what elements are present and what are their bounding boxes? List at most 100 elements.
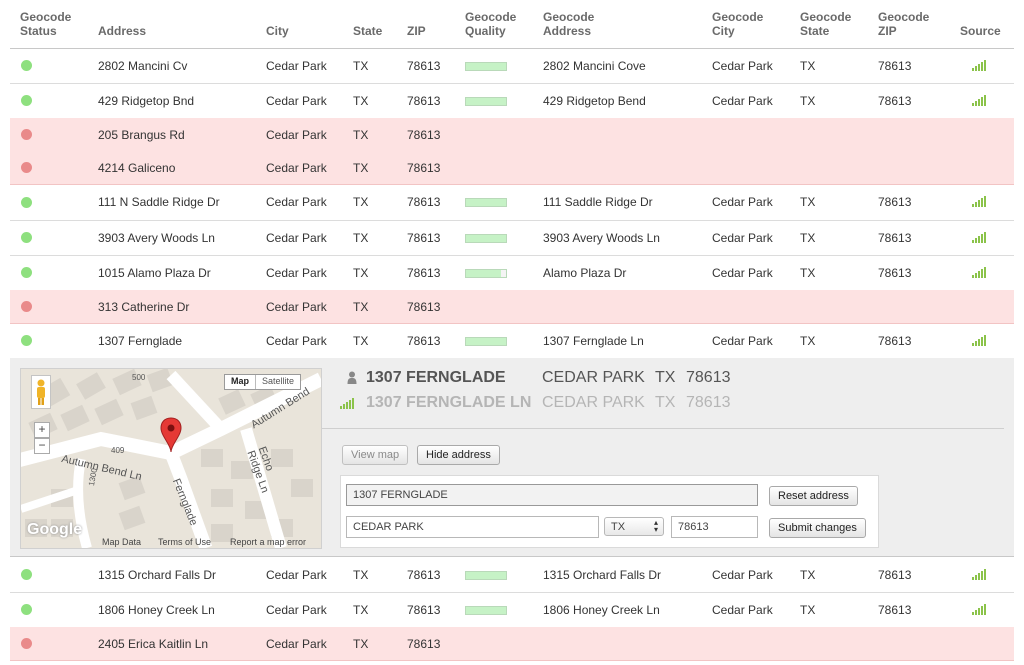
geocode-state-cell: TX — [800, 265, 816, 280]
report-map-error-link[interactable]: Report a map error — [230, 537, 307, 547]
hide-address-button[interactable]: Hide address — [417, 445, 500, 465]
signal-bars-icon — [972, 60, 988, 71]
signal-bars-icon — [972, 267, 988, 278]
table-row[interactable]: 429 Ridgetop Bnd Cedar Park TX 78613 429 Rid… — [10, 83, 1014, 119]
status-indicator-icon — [21, 638, 32, 649]
geocode-address-cell: 111 Saddle Ridge Dr — [543, 195, 653, 209]
table-row[interactable]: 205 Brangus Rd Cedar Park TX 78613 — [10, 118, 1014, 152]
reset-address-button[interactable]: Reset address — [769, 486, 858, 506]
city-cell: Cedar Park — [266, 58, 327, 73]
location-pin-icon[interactable] — [160, 417, 182, 453]
input-street: 1307 FERNGLADE — [366, 369, 506, 386]
col-geocode-city[interactable]: Geocode City — [712, 10, 764, 38]
table-row[interactable]: 2405 Erica Kaitlin Ln Cedar Park TX 78613 — [10, 627, 1014, 661]
map-data-link[interactable]: Map Data — [102, 537, 142, 547]
google-logo: Google — [27, 521, 83, 538]
col-state[interactable]: State — [353, 24, 383, 38]
col-zip[interactable]: ZIP — [407, 24, 426, 38]
status-indicator-icon — [21, 197, 32, 208]
table-row[interactable]: 1015 Alamo Plaza Dr Cedar Park TX 78613 Alam… — [10, 255, 1014, 291]
city-input[interactable]: CEDAR PARK — [346, 516, 599, 538]
table-row[interactable]: 2802 Mancini Cv Cedar Park TX 78613 2802 Man… — [10, 48, 1014, 84]
table-row[interactable]: 313 Catherine Dr Cedar Park TX 78613 — [10, 290, 1014, 324]
geocoded-street: 1307 FERNGLADE LN — [366, 394, 532, 411]
state-cell: TX — [353, 265, 369, 280]
geocode-address-cell: 1806 Honey Creek Ln — [543, 602, 660, 617]
state-select[interactable]: TX ▴ ▾ — [604, 517, 664, 536]
address-cell: 3903 Avery Woods Ln — [98, 230, 215, 245]
geocode-address-cell: 3903 Avery Woods Ln — [543, 230, 660, 245]
submit-changes-button[interactable]: Submit changes — [769, 518, 866, 538]
geocoded-city: CEDAR PARK — [542, 394, 645, 411]
address-cell: 1307 Fernglade — [98, 333, 183, 348]
signal-bars-icon — [972, 569, 988, 580]
col-geocode-zip[interactable]: Geocode ZIP — [878, 10, 930, 38]
col-geocode-status[interactable]: Geocode Status — [20, 10, 72, 38]
address-detail-panel: 500 501 409 Autumn Bend Ln Autumn Bend E… — [10, 358, 1014, 557]
satellite-tab[interactable]: Satellite — [262, 376, 295, 386]
col-source[interactable]: Source — [960, 24, 1001, 38]
terms-of-use-link[interactable]: Terms of Use — [158, 537, 212, 547]
status-indicator-icon — [21, 569, 32, 580]
geocode-address-cell: 1307 Fernglade Ln — [543, 333, 644, 348]
address-cell: 2405 Erica Kaitlin Ln — [98, 636, 209, 651]
geocode-state-cell: TX — [800, 567, 816, 582]
quality-bar — [465, 571, 507, 580]
geocode-city-cell: Cedar Park — [712, 195, 773, 209]
city-cell: Cedar Park — [266, 567, 327, 582]
city-cell: Cedar Park — [266, 195, 327, 209]
zip-cell: 78613 — [407, 160, 441, 175]
geocode-address-cell: 429 Ridgetop Bend — [543, 93, 646, 108]
quality-bar — [465, 606, 507, 615]
geocoded-state: TX — [655, 394, 676, 411]
geocode-zip-cell: 78613 — [878, 93, 912, 108]
col-geocode-state[interactable]: Geocode State — [800, 10, 852, 38]
state-cell: TX — [353, 93, 369, 108]
state-cell: TX — [353, 160, 369, 175]
geocoded-zip: 78613 — [686, 394, 731, 411]
address-cell: 2802 Mancini Cv — [98, 58, 188, 73]
table-row[interactable]: 1315 Orchard Falls Dr Cedar Park TX 78613 13… — [10, 557, 1014, 593]
map-view[interactable]: 500 501 409 Autumn Bend Ln Autumn Bend E… — [20, 368, 322, 549]
geocode-zip-cell: 78613 — [878, 58, 912, 73]
quality-bar — [465, 234, 507, 243]
zip-input[interactable]: 78613 — [671, 516, 758, 538]
zip-cell: 78613 — [407, 333, 441, 348]
map-type-control: Map Satellite — [224, 374, 302, 390]
input-city: CEDAR PARK — [542, 369, 645, 386]
address-cell: 313 Catherine Dr — [98, 299, 190, 314]
col-geocode-address[interactable]: Geocode Address — [543, 10, 595, 38]
state-cell: TX — [353, 636, 369, 651]
geocode-city-cell: Cedar Park — [712, 58, 773, 73]
geocode-city-cell: Cedar Park — [712, 93, 773, 108]
geocode-zip-cell: 78613 — [878, 602, 912, 617]
view-map-button[interactable]: View map — [342, 445, 409, 465]
street-view-pegman-icon[interactable] — [31, 375, 51, 409]
address-cell: 1806 Honey Creek Ln — [98, 602, 215, 617]
address-input[interactable]: 1307 FERNGLADE — [346, 484, 758, 506]
map-tab[interactable]: Map — [225, 375, 256, 389]
map-label-500: 500 — [132, 373, 146, 382]
signal-bars-icon — [972, 232, 988, 243]
table-row[interactable]: 111 N Saddle Ridge Dr Cedar Park TX 78613 11… — [10, 184, 1014, 221]
table-row[interactable]: 1806 Honey Creek Ln Cedar Park TX 78613 1806… — [10, 592, 1014, 628]
signal-bars-icon — [340, 398, 354, 409]
address-cell: 429 Ridgetop Bnd — [98, 93, 195, 108]
col-address[interactable]: Address — [98, 24, 147, 38]
city-cell: Cedar Park — [266, 299, 327, 314]
city-cell: Cedar Park — [266, 265, 327, 280]
zoom-out-button[interactable]: − — [34, 438, 50, 454]
geocode-city-cell: Cedar Park — [712, 265, 773, 280]
state-cell: TX — [353, 567, 369, 582]
col-geocode-quality[interactable]: Geocode Quality — [465, 10, 517, 38]
status-indicator-icon — [21, 95, 32, 106]
zoom-in-button[interactable]: + — [34, 422, 50, 438]
status-indicator-icon — [21, 162, 32, 173]
table-row[interactable]: 1307 Fernglade Cedar Park TX 78613 1307 Fern… — [10, 323, 1014, 359]
col-city[interactable]: City — [266, 24, 289, 38]
zip-cell: 78613 — [407, 58, 441, 73]
geocode-city-cell: Cedar Park — [712, 333, 773, 348]
table-row[interactable]: 3903 Avery Woods Ln Cedar Park TX 78613 3903… — [10, 220, 1014, 256]
table-row[interactable]: 4214 Galiceno Cedar Park TX 78613 — [10, 151, 1014, 185]
